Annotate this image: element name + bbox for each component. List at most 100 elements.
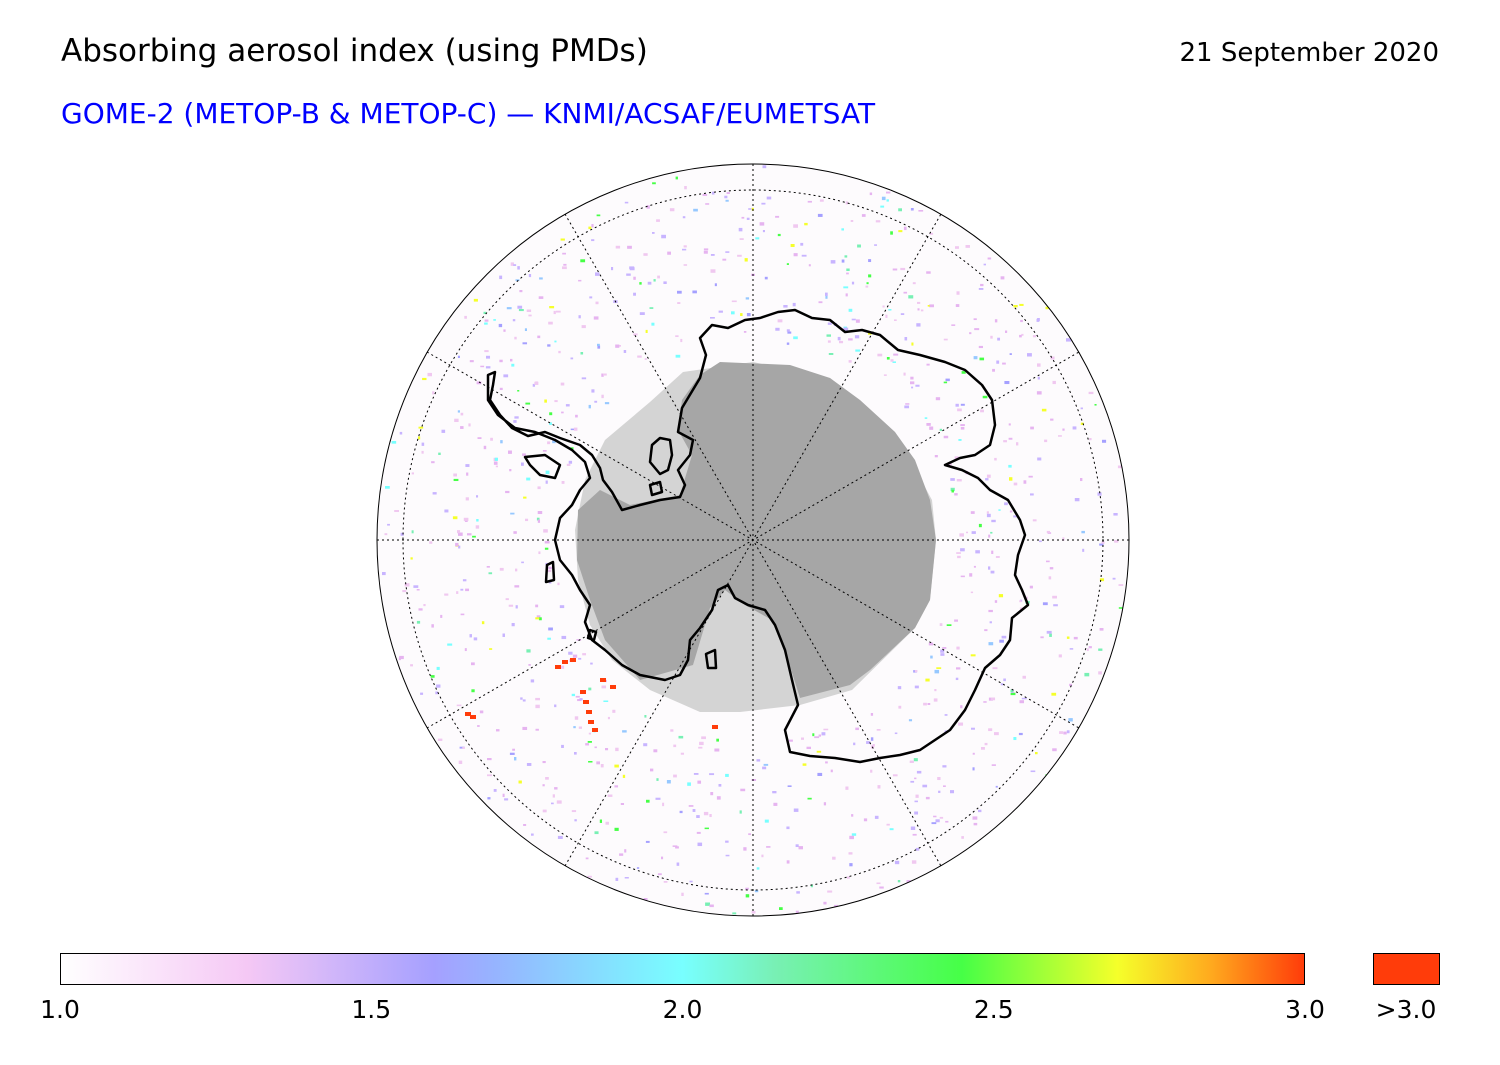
- aerosol-pixel: [391, 441, 397, 444]
- aerosol-pixel: [851, 281, 855, 285]
- aerosol-pixel: [591, 239, 595, 242]
- aerosol-pixel: [544, 399, 547, 403]
- colorbar-tick-label: 1.0: [40, 995, 80, 1024]
- aerosol-pixel: [739, 238, 744, 240]
- aerosol-pixel: [726, 192, 730, 195]
- aerosol-pixel: [923, 702, 927, 706]
- aerosol-pixel: [926, 423, 931, 426]
- aerosol-pixel: [866, 282, 869, 285]
- aerosol-pixel: [623, 350, 627, 353]
- aerosol-pixel: [1020, 319, 1023, 323]
- aerosol-pixel: [943, 381, 948, 384]
- aerosol-pixel: [929, 426, 934, 430]
- aerosol-pixel: [542, 761, 546, 764]
- aerosol-pixel: [677, 290, 682, 294]
- aerosol-pixel: [657, 873, 662, 876]
- aerosol-pixel: [1094, 404, 1097, 406]
- aerosol-pixel: [801, 254, 807, 257]
- aerosol-pixel: [517, 305, 523, 309]
- aerosol-pixel: [578, 657, 582, 660]
- aerosol-pixel: [980, 409, 984, 413]
- aerosol-pixel: [556, 310, 561, 313]
- aerosol-pixel: [957, 408, 962, 412]
- aerosol-pixel: [575, 414, 578, 418]
- polar-map: [376, 163, 1130, 917]
- aerosol-pixel: [817, 772, 823, 777]
- aerosol-pixel: [637, 355, 642, 358]
- aerosol-pixel: [622, 730, 627, 733]
- aerosol-pixel: [851, 833, 857, 836]
- aerosol-pixel: [910, 780, 915, 783]
- aerosol-pixel: [845, 786, 849, 790]
- aerosol-pixel: [596, 761, 601, 765]
- aerosol-pixel: [960, 427, 965, 430]
- aerosol-pixel: [423, 604, 426, 607]
- aerosol-pixel: [544, 547, 549, 550]
- aerosol-pixel: [509, 469, 512, 472]
- aerosol-pixel: [1000, 276, 1005, 280]
- aerosol-pixel: [741, 216, 745, 219]
- aerosol-pixel-high: [588, 720, 594, 724]
- aerosol-pixel: [920, 309, 924, 312]
- aerosol-pixel: [737, 254, 742, 257]
- aerosol-pixel: [716, 796, 721, 800]
- aerosol-pixel: [825, 761, 828, 764]
- aerosol-pixel: [792, 302, 796, 307]
- aerosol-pixel: [597, 345, 601, 349]
- aerosol-pixel: [574, 752, 577, 755]
- aerosol-pixel: [851, 318, 856, 321]
- aerosol-pixel: [764, 819, 769, 823]
- aerosol-pixel: [751, 910, 756, 914]
- aerosol-pixel: [680, 338, 683, 343]
- aerosol-pixel: [626, 273, 631, 276]
- aerosol-pixel: [1074, 498, 1080, 502]
- aerosol-pixel: [943, 435, 949, 439]
- map-boundary: [376, 163, 1130, 917]
- aerosol-pixel: [557, 835, 563, 839]
- aerosol-pixel: [595, 272, 600, 276]
- aerosol-pixel: [647, 281, 652, 285]
- aerosol-pixel: [639, 312, 645, 315]
- aerosol-pixel-high: [610, 685, 616, 689]
- aerosol-pixel: [624, 849, 627, 853]
- aerosol-pixel: [539, 277, 543, 280]
- aerosol-pixel: [807, 797, 812, 800]
- aerosol-pixel: [972, 767, 975, 771]
- aerosol-pixel: [444, 593, 449, 596]
- aerosol-pixel: [786, 342, 790, 345]
- aerosol-pixel: [897, 880, 901, 883]
- aerosol-pixel: [427, 372, 432, 377]
- aerosol-pixel: [709, 773, 715, 776]
- aerosol-pixel: [1032, 519, 1037, 522]
- aerosol-pixel: [580, 259, 586, 263]
- aerosol-pixel: [432, 391, 435, 395]
- aerosol-pixel: [521, 462, 524, 466]
- aerosol-pixel: [886, 823, 890, 826]
- aerosol-pixel: [929, 232, 934, 235]
- aerosol-pixel: [514, 757, 517, 761]
- aerosol-pixel: [894, 319, 897, 321]
- aerosol-pixel: [980, 283, 984, 287]
- aerosol-pixel: [441, 429, 446, 433]
- aerosol-pixel: [869, 192, 873, 196]
- aerosol-pixel: [457, 530, 461, 534]
- aerosol-pixel: [914, 811, 919, 815]
- aerosol-pixel: [560, 238, 565, 241]
- colorbar-overflow-swatch: [1373, 953, 1440, 985]
- aerosol-pixel: [934, 689, 937, 692]
- aerosol-pixel: [1019, 303, 1024, 306]
- aerosol-pixel: [763, 763, 769, 766]
- aerosol-pixel: [913, 758, 918, 762]
- aerosol-pixel: [1099, 628, 1104, 631]
- aerosol-pixel: [886, 357, 890, 360]
- aerosol-pixel: [607, 794, 613, 797]
- aerosol-pixel: [661, 234, 666, 239]
- aerosol-pixel: [955, 246, 959, 249]
- aerosol-pixel: [510, 358, 513, 362]
- aerosol-pixel: [830, 260, 836, 264]
- aerosol-pixel: [944, 714, 948, 716]
- aerosol-pixel: [605, 748, 609, 751]
- aerosol-pixel: [552, 794, 555, 798]
- aerosol-pixel: [1112, 577, 1116, 580]
- map-subtitle: GOME-2 (METOP-B & METOP-C) — KNMI/ACSAF/…: [61, 97, 876, 130]
